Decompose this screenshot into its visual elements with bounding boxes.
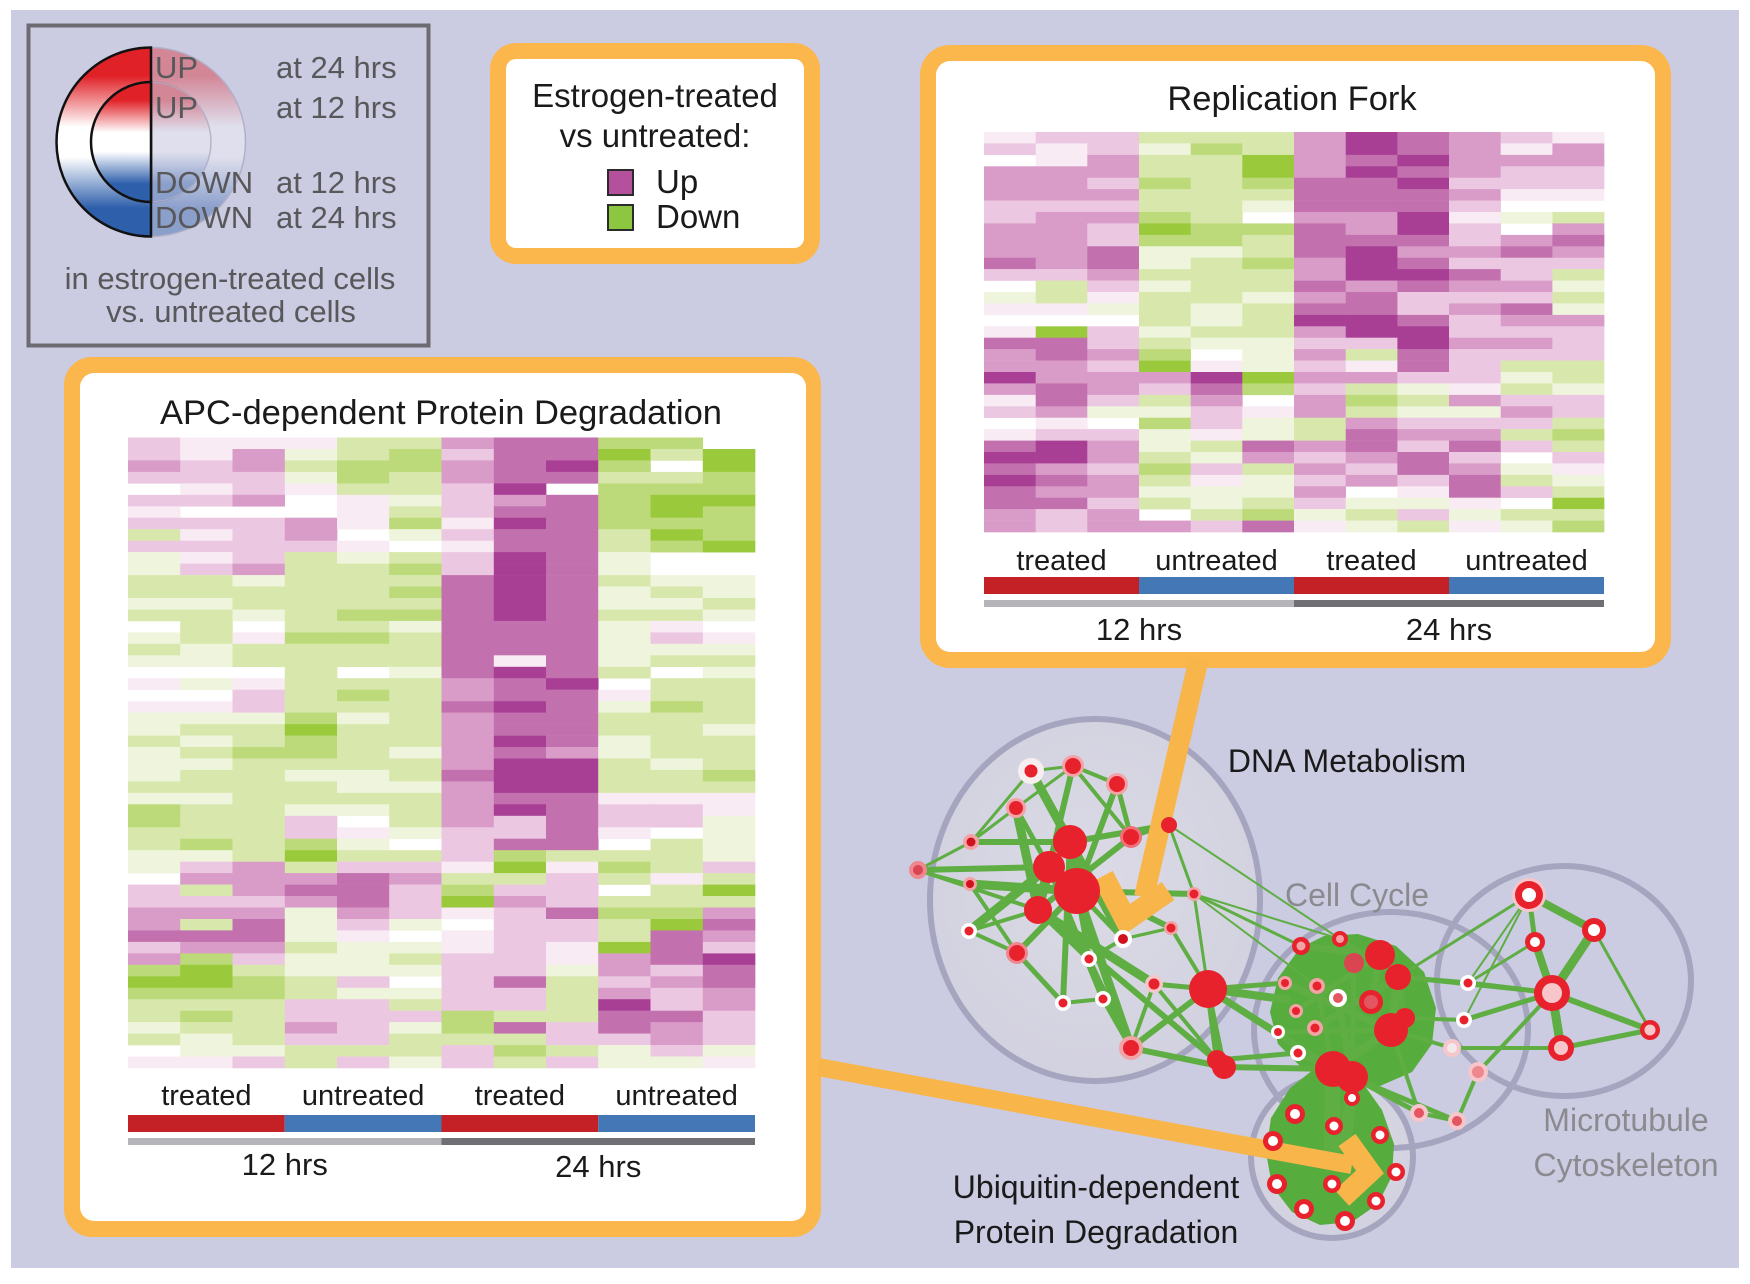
svg-text:untreated: untreated [615, 1080, 738, 1112]
svg-text:Ubiquitin-dependent: Ubiquitin-dependent [953, 1169, 1240, 1205]
svg-text:untreated: untreated [1465, 545, 1588, 577]
svg-text:treated: treated [475, 1080, 565, 1112]
svg-text:Cytoskeleton: Cytoskeleton [1534, 1147, 1719, 1183]
svg-text:treated: treated [161, 1080, 251, 1112]
svg-text:at 24 hrs: at 24 hrs [276, 200, 397, 235]
svg-text:in estrogen-treated cells: in estrogen-treated cells [65, 261, 396, 296]
svg-text:treated: treated [1326, 545, 1416, 577]
svg-text:at 24 hrs: at 24 hrs [276, 50, 397, 85]
svg-text:vs. untreated cells: vs. untreated cells [106, 294, 356, 329]
svg-text:UP: UP [155, 90, 198, 125]
svg-text:12 hrs: 12 hrs [242, 1147, 328, 1182]
svg-text:Microtubule: Microtubule [1543, 1102, 1708, 1138]
svg-text:24 hrs: 24 hrs [555, 1149, 641, 1184]
svg-text:vs untreated:: vs untreated: [560, 117, 751, 154]
svg-text:Replication Fork: Replication Fork [1167, 80, 1417, 118]
svg-text:untreated: untreated [1155, 545, 1278, 577]
svg-text:DOWN: DOWN [155, 200, 253, 235]
svg-text:Estrogen-treated: Estrogen-treated [532, 77, 778, 114]
svg-text:at 12 hrs: at 12 hrs [276, 90, 397, 125]
svg-text:Down: Down [656, 198, 740, 235]
svg-text:UP: UP [155, 50, 198, 85]
svg-text:Up: Up [656, 163, 698, 200]
svg-text:treated: treated [1016, 545, 1106, 577]
svg-text:at 12 hrs: at 12 hrs [276, 165, 397, 200]
svg-text:12 hrs: 12 hrs [1096, 612, 1182, 647]
svg-text:24 hrs: 24 hrs [1406, 612, 1492, 647]
svg-text:Cell Cycle: Cell Cycle [1285, 877, 1429, 913]
svg-text:DOWN: DOWN [155, 165, 253, 200]
svg-text:untreated: untreated [302, 1080, 425, 1112]
svg-text:APC-dependent Protein Degradat: APC-dependent Protein Degradation [160, 394, 722, 432]
svg-text:DNA Metabolism: DNA Metabolism [1228, 743, 1466, 779]
svg-text:Protein Degradation: Protein Degradation [954, 1214, 1239, 1250]
